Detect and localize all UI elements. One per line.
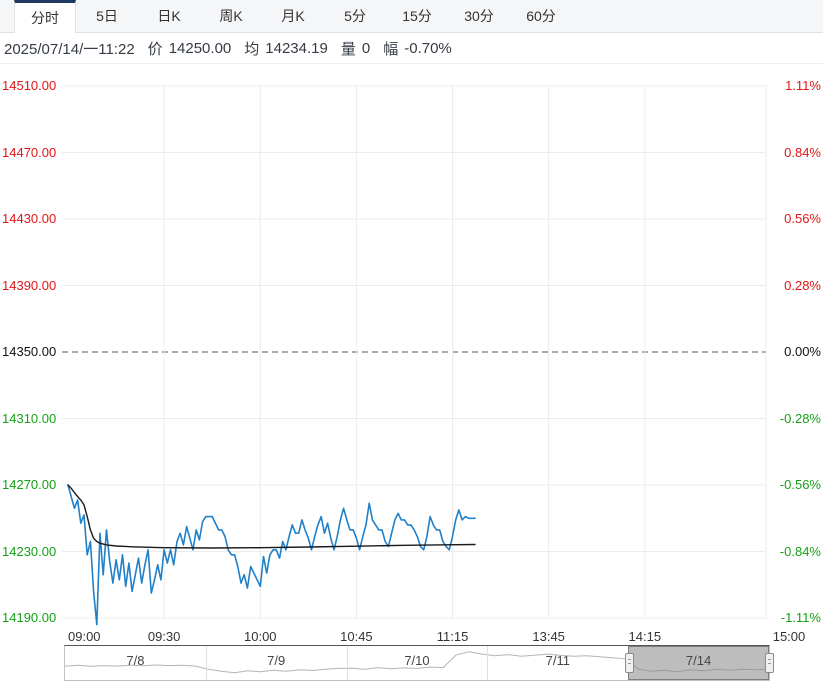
y-axis-price-label: 14510.00	[2, 78, 57, 93]
volume-value: 0	[361, 39, 371, 57]
quote-info-bar: 2025/07/14/一11:22 价 14250.00 均 14234.19 …	[0, 33, 823, 64]
nav-handle-left[interactable]	[625, 653, 635, 673]
y-axis-price-label: 14310.00	[2, 410, 57, 426]
avg-label: 均	[244, 40, 260, 58]
nav-date-label[interactable]: 7/8	[126, 653, 145, 668]
y-axis-pct-label: -0.56%	[779, 477, 821, 492]
x-axis-time-label: 09:30	[147, 629, 181, 644]
y-axis-pct-label: 1.11%	[785, 78, 821, 93]
y-axis-price-label: 14270.00	[2, 477, 57, 492]
x-axis-time-label: 09:00	[68, 629, 101, 644]
nav-date-label[interactable]: 7/14	[685, 653, 712, 668]
nav-date-label[interactable]: 7/9	[267, 653, 286, 668]
nav-section-divider	[487, 646, 489, 680]
nav-handle-right[interactable]	[765, 653, 774, 673]
y-axis-pct-label: 0.56%	[784, 211, 821, 226]
price-label: 价	[147, 40, 163, 58]
y-axis-pct-label: -1.11%	[780, 610, 821, 625]
volume-label: 量	[340, 40, 356, 58]
tab-15min[interactable]: 15分	[402, 8, 432, 24]
x-axis-time-label: 15:00	[772, 629, 806, 644]
nav-date-label[interactable]: 7/11	[545, 653, 570, 668]
y-axis-pct-label: -0.84%	[779, 543, 821, 559]
change-value: -0.70%	[404, 39, 452, 57]
price-value: 14250.00	[168, 39, 232, 57]
y-axis-price-label: 14390.00	[2, 277, 57, 293]
y-axis-price-label: 14470.00	[2, 144, 57, 160]
tab-5day[interactable]: 5日	[96, 8, 118, 24]
x-axis-time-label: 14:15	[628, 629, 662, 644]
tab-5min[interactable]: 5分	[344, 8, 366, 24]
tab-60min[interactable]: 60分	[526, 8, 556, 24]
tab-daily-k[interactable]: 日K	[157, 8, 181, 24]
tab-intraday[interactable]: 分时	[14, 0, 76, 33]
y-axis-pct-label: 0.28%	[784, 277, 821, 293]
x-axis-time-label: 10:00	[243, 629, 277, 644]
y-axis-price-label: 14190.00	[2, 610, 57, 625]
tab-monthly-k[interactable]: 月K	[281, 8, 305, 24]
intraday-chart[interactable]: 14510.00 14470.00 14430.00 14390.00 14350.00…	[0, 66, 823, 646]
y-axis-pct-label: -0.28%	[779, 410, 821, 426]
x-axis-time-label: 13:45	[532, 629, 565, 644]
nav-section-divider	[346, 646, 348, 680]
period-tabbar: 分时 5日 日K 周K 月K 5分 15分 30分 60分	[0, 0, 823, 33]
y-axis-price-label: 14430.00	[2, 211, 57, 226]
x-axis-time-label: 11:15	[436, 629, 469, 644]
change-label: 幅	[383, 40, 399, 58]
y-axis-price-label: 14350.00	[2, 344, 57, 359]
x-axis-time-label: 10:45	[340, 629, 373, 644]
tab-weekly-k[interactable]: 周K	[219, 8, 243, 24]
nav-date-label[interactable]: 7/10	[404, 653, 430, 668]
y-axis-pct-label: 0.00%	[784, 344, 821, 359]
avg-value: 14234.19	[265, 39, 328, 57]
y-axis-pct-label: 0.84%	[784, 144, 821, 160]
y-axis-price-label: 14230.00	[2, 543, 57, 559]
quote-datetime: 2025/07/14/一11:22	[4, 40, 135, 58]
date-range-navigator[interactable]: 7/8 7/9 7/10 7/11 7/14	[64, 645, 774, 681]
tab-30min[interactable]: 30分	[464, 8, 494, 24]
nav-section-divider	[205, 646, 207, 680]
